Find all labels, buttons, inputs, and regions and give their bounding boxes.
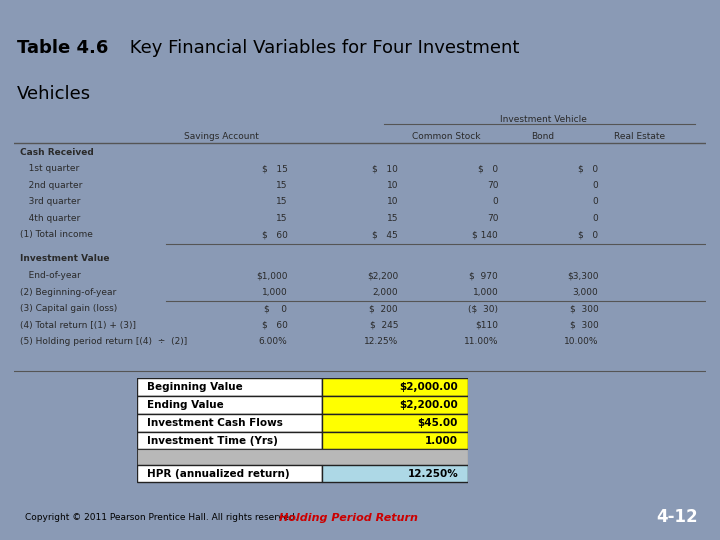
Text: Key Financial Variables for Four Investment: Key Financial Variables for Four Investm… <box>124 39 519 57</box>
Text: 15: 15 <box>387 214 398 223</box>
Text: $2,200: $2,200 <box>366 271 398 280</box>
Text: $   15: $ 15 <box>261 164 287 173</box>
Text: $   60: $ 60 <box>261 231 287 239</box>
Text: 15: 15 <box>276 181 287 190</box>
Text: Real Estate: Real Estate <box>614 132 665 141</box>
Text: Cash Received: Cash Received <box>20 147 94 157</box>
Text: Copyright © 2011 Pearson Prentice Hall. All rights reserved.: Copyright © 2011 Pearson Prentice Hall. … <box>25 514 298 523</box>
Text: 4-12: 4-12 <box>656 508 698 526</box>
Text: End-of-year: End-of-year <box>20 271 81 280</box>
Bar <box>137 414 323 431</box>
Text: (1) Total income: (1) Total income <box>20 231 93 239</box>
Text: $3,300: $3,300 <box>567 271 598 280</box>
Text: $110: $110 <box>475 321 498 330</box>
Text: 0: 0 <box>593 197 598 206</box>
Text: $  300: $ 300 <box>570 304 598 313</box>
Text: $   0: $ 0 <box>578 231 598 239</box>
Text: (3) Capital gain (loss): (3) Capital gain (loss) <box>20 304 117 313</box>
Text: 0: 0 <box>593 214 598 223</box>
Text: 12.250%: 12.250% <box>408 469 458 478</box>
Text: Investment Vehicle: Investment Vehicle <box>500 114 587 124</box>
Text: 3,000: 3,000 <box>572 288 598 296</box>
Bar <box>137 464 323 483</box>
Text: $2,000.00: $2,000.00 <box>400 382 458 392</box>
Text: (5) Holding period return [(4)  ÷  (2)]: (5) Holding period return [(4) ÷ (2)] <box>20 338 187 346</box>
Text: Beginning Value: Beginning Value <box>147 382 243 392</box>
Text: (4) Total return [(1) + (3)]: (4) Total return [(1) + (3)] <box>20 321 136 330</box>
Text: Investment Time (Yrs): Investment Time (Yrs) <box>147 436 278 446</box>
Text: $2,200.00: $2,200.00 <box>400 400 458 410</box>
Text: (2) Beginning-of-year: (2) Beginning-of-year <box>20 288 116 296</box>
Text: 10: 10 <box>387 181 398 190</box>
Bar <box>137 396 323 414</box>
Text: 11.00%: 11.00% <box>464 338 498 346</box>
Text: 70: 70 <box>487 214 498 223</box>
Bar <box>323 378 468 396</box>
Text: Ending Value: Ending Value <box>147 400 223 410</box>
Bar <box>323 396 468 414</box>
Text: Investment Value: Investment Value <box>20 254 109 264</box>
Text: 0: 0 <box>492 197 498 206</box>
Bar <box>323 414 468 431</box>
Text: 0: 0 <box>593 181 598 190</box>
Text: Vehicles: Vehicles <box>17 85 91 103</box>
Text: $  200: $ 200 <box>369 304 398 313</box>
Bar <box>137 431 323 449</box>
Text: HPR (annualized return): HPR (annualized return) <box>147 469 289 478</box>
Text: 1.000: 1.000 <box>425 436 458 446</box>
Text: Investment Cash Flows: Investment Cash Flows <box>147 417 283 428</box>
Text: $ 140: $ 140 <box>472 231 498 239</box>
Bar <box>323 431 468 449</box>
Bar <box>323 464 468 483</box>
Text: 2nd quarter: 2nd quarter <box>20 181 82 190</box>
Text: 15: 15 <box>276 214 287 223</box>
Text: $  245: $ 245 <box>369 321 398 330</box>
Text: 6.00%: 6.00% <box>258 338 287 346</box>
Text: 12.25%: 12.25% <box>364 338 398 346</box>
Text: $   60: $ 60 <box>261 321 287 330</box>
Bar <box>137 378 323 396</box>
Text: $45.00: $45.00 <box>418 417 458 428</box>
Text: Bond: Bond <box>531 132 554 141</box>
Text: ($  30): ($ 30) <box>468 304 498 313</box>
Text: $  300: $ 300 <box>570 321 598 330</box>
Text: 3rd quarter: 3rd quarter <box>20 197 81 206</box>
Text: Table 4.6: Table 4.6 <box>17 39 108 57</box>
Text: $1,000: $1,000 <box>256 271 287 280</box>
Text: Savings Account: Savings Account <box>184 132 259 141</box>
Bar <box>137 449 468 464</box>
Text: 15: 15 <box>276 197 287 206</box>
Text: $  970: $ 970 <box>469 271 498 280</box>
Text: Common Stock: Common Stock <box>412 132 481 141</box>
Text: $   10: $ 10 <box>372 164 398 173</box>
Text: 70: 70 <box>487 181 498 190</box>
Text: 10.00%: 10.00% <box>564 338 598 346</box>
Text: $    0: $ 0 <box>264 304 287 313</box>
Text: 1,000: 1,000 <box>261 288 287 296</box>
Text: $   0: $ 0 <box>578 164 598 173</box>
Text: 1st quarter: 1st quarter <box>20 164 79 173</box>
Text: 1,000: 1,000 <box>472 288 498 296</box>
Text: $   0: $ 0 <box>478 164 498 173</box>
Text: 2,000: 2,000 <box>372 288 398 296</box>
Text: $   45: $ 45 <box>372 231 398 239</box>
Text: 4th quarter: 4th quarter <box>20 214 80 223</box>
Text: Holding Period Return: Holding Period Return <box>279 513 418 523</box>
Text: 10: 10 <box>387 197 398 206</box>
